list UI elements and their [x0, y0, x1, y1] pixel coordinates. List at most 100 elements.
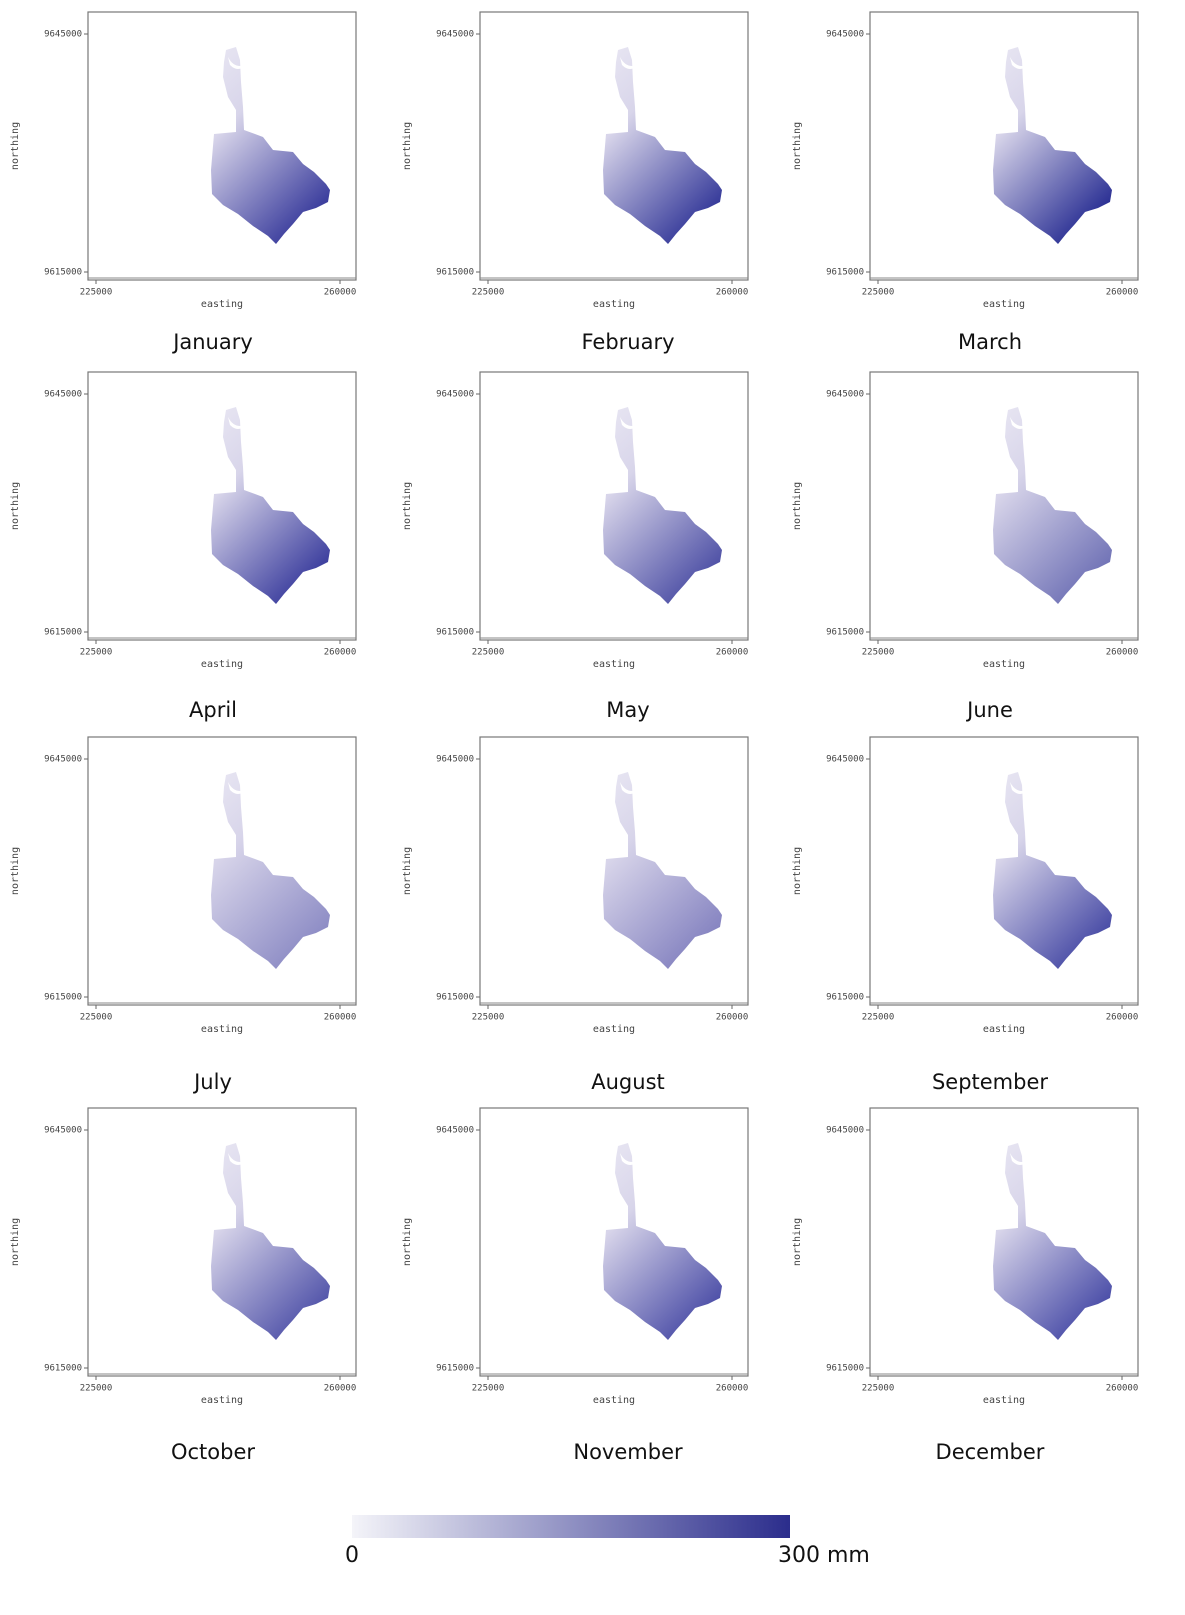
map-panel: 9615000 9645000 225000 260000 easting northin… [402, 737, 748, 1035]
x-tick-label: 225000 [862, 288, 895, 298]
x-tick-label: 225000 [472, 648, 505, 658]
month-label: April [189, 698, 237, 722]
x-tick-label: 260000 [324, 1384, 357, 1394]
x-tick-label: 260000 [716, 288, 749, 298]
map-panel: 9615000 9645000 225000 260000 easting northin… [10, 1108, 356, 1406]
x-tick-label: 225000 [472, 1013, 505, 1023]
colorbar-label: 300 mm [778, 1543, 870, 1568]
map-panel: 9615000 9645000 225000 260000 easting northin… [402, 372, 748, 670]
x-tick-label: 225000 [80, 648, 113, 658]
x-tick-label: 260000 [324, 648, 357, 658]
y-axis-label: northing [792, 482, 803, 530]
colorbar [352, 1515, 790, 1538]
y-axis-label: northing [10, 847, 21, 895]
x-axis-label: easting [983, 1395, 1025, 1406]
x-tick-label: 260000 [1106, 1384, 1139, 1394]
month-label: June [965, 698, 1013, 722]
y-tick-label: 9645000 [44, 1126, 82, 1136]
y-tick-label: 9615000 [44, 268, 82, 278]
y-axis-label: northing [402, 122, 413, 170]
x-tick-label: 260000 [716, 1013, 749, 1023]
y-axis-label: northing [402, 482, 413, 530]
y-axis-label: northing [10, 1218, 21, 1266]
y-tick-label: 9645000 [436, 1126, 474, 1136]
x-tick-label: 225000 [862, 1384, 895, 1394]
y-tick-label: 9615000 [436, 628, 474, 638]
y-tick-label: 9645000 [436, 755, 474, 765]
y-tick-label: 9645000 [826, 1126, 864, 1136]
y-axis-label: northing [792, 1218, 803, 1266]
month-label: January [171, 330, 253, 354]
map-panel: 9615000 9645000 225000 260000 easting northin… [792, 737, 1138, 1035]
y-tick-label: 9615000 [436, 993, 474, 1003]
x-axis-label: easting [201, 1395, 243, 1406]
x-tick-label: 225000 [80, 1013, 113, 1023]
month-label: July [192, 1070, 232, 1094]
y-tick-label: 9615000 [44, 628, 82, 638]
y-tick-label: 9615000 [826, 628, 864, 638]
x-tick-label: 225000 [80, 288, 113, 298]
y-tick-label: 9615000 [826, 1364, 864, 1374]
x-axis-label: easting [201, 659, 243, 670]
month-label: March [958, 330, 1022, 354]
y-axis-label: northing [792, 847, 803, 895]
y-tick-label: 9615000 [44, 1364, 82, 1374]
map-panel: 9615000 9645000 225000 260000 easting northin… [10, 12, 356, 310]
month-label: August [591, 1070, 665, 1094]
y-axis-label: northing [10, 122, 21, 170]
colorbar-label: 0 [345, 1543, 359, 1568]
month-label: October [171, 1440, 255, 1464]
y-tick-label: 9645000 [826, 755, 864, 765]
y-tick-label: 9645000 [44, 755, 82, 765]
map-panel: 9615000 9645000 225000 260000 easting northin… [10, 737, 356, 1035]
x-axis-label: easting [593, 659, 635, 670]
map-panel: 9615000 9645000 225000 260000 easting northin… [792, 12, 1138, 310]
y-tick-label: 9615000 [436, 268, 474, 278]
y-axis-label: northing [792, 122, 803, 170]
x-tick-label: 225000 [472, 288, 505, 298]
y-tick-label: 9645000 [826, 390, 864, 400]
y-tick-label: 9645000 [436, 390, 474, 400]
month-label: February [581, 330, 674, 354]
x-axis-label: easting [983, 299, 1025, 310]
x-axis-label: easting [593, 299, 635, 310]
y-tick-label: 9645000 [436, 30, 474, 40]
y-axis-label: northing [10, 482, 21, 530]
x-tick-label: 225000 [862, 648, 895, 658]
y-tick-label: 9615000 [826, 993, 864, 1003]
y-tick-label: 9615000 [44, 993, 82, 1003]
x-tick-label: 260000 [1106, 1013, 1139, 1023]
x-tick-label: 225000 [80, 1384, 113, 1394]
x-axis-label: easting [983, 659, 1025, 670]
page: 9615000 9645000 225000 260000 easting northin… [0, 0, 1185, 1611]
x-axis-label: easting [593, 1024, 635, 1035]
x-axis-label: easting [201, 299, 243, 310]
x-tick-label: 225000 [472, 1384, 505, 1394]
map-panel: 9615000 9645000 225000 260000 easting northin… [10, 372, 356, 670]
x-axis-label: easting [593, 1395, 635, 1406]
y-axis-label: northing [402, 847, 413, 895]
x-tick-label: 260000 [716, 648, 749, 658]
x-tick-label: 260000 [1106, 288, 1139, 298]
y-tick-label: 9645000 [826, 30, 864, 40]
y-tick-label: 9645000 [44, 390, 82, 400]
y-tick-label: 9645000 [44, 30, 82, 40]
map-panel: 9615000 9645000 225000 260000 easting northin… [402, 12, 748, 310]
x-tick-label: 225000 [862, 1013, 895, 1023]
x-tick-label: 260000 [716, 1384, 749, 1394]
y-tick-label: 9615000 [436, 1364, 474, 1374]
x-tick-label: 260000 [324, 288, 357, 298]
month-label: December [936, 1440, 1045, 1464]
map-panel: 9615000 9645000 225000 260000 easting northin… [792, 1108, 1138, 1406]
y-tick-label: 9615000 [826, 268, 864, 278]
month-label: November [573, 1440, 683, 1464]
map-panel: 9615000 9645000 225000 260000 easting northin… [402, 1108, 748, 1406]
map-panel: 9615000 9645000 225000 260000 easting northin… [792, 372, 1138, 670]
y-axis-label: northing [402, 1218, 413, 1266]
x-axis-label: easting [983, 1024, 1025, 1035]
x-tick-label: 260000 [1106, 648, 1139, 658]
month-label: May [606, 698, 649, 722]
x-tick-label: 260000 [324, 1013, 357, 1023]
x-axis-label: easting [201, 1024, 243, 1035]
month-label: September [932, 1070, 1048, 1094]
